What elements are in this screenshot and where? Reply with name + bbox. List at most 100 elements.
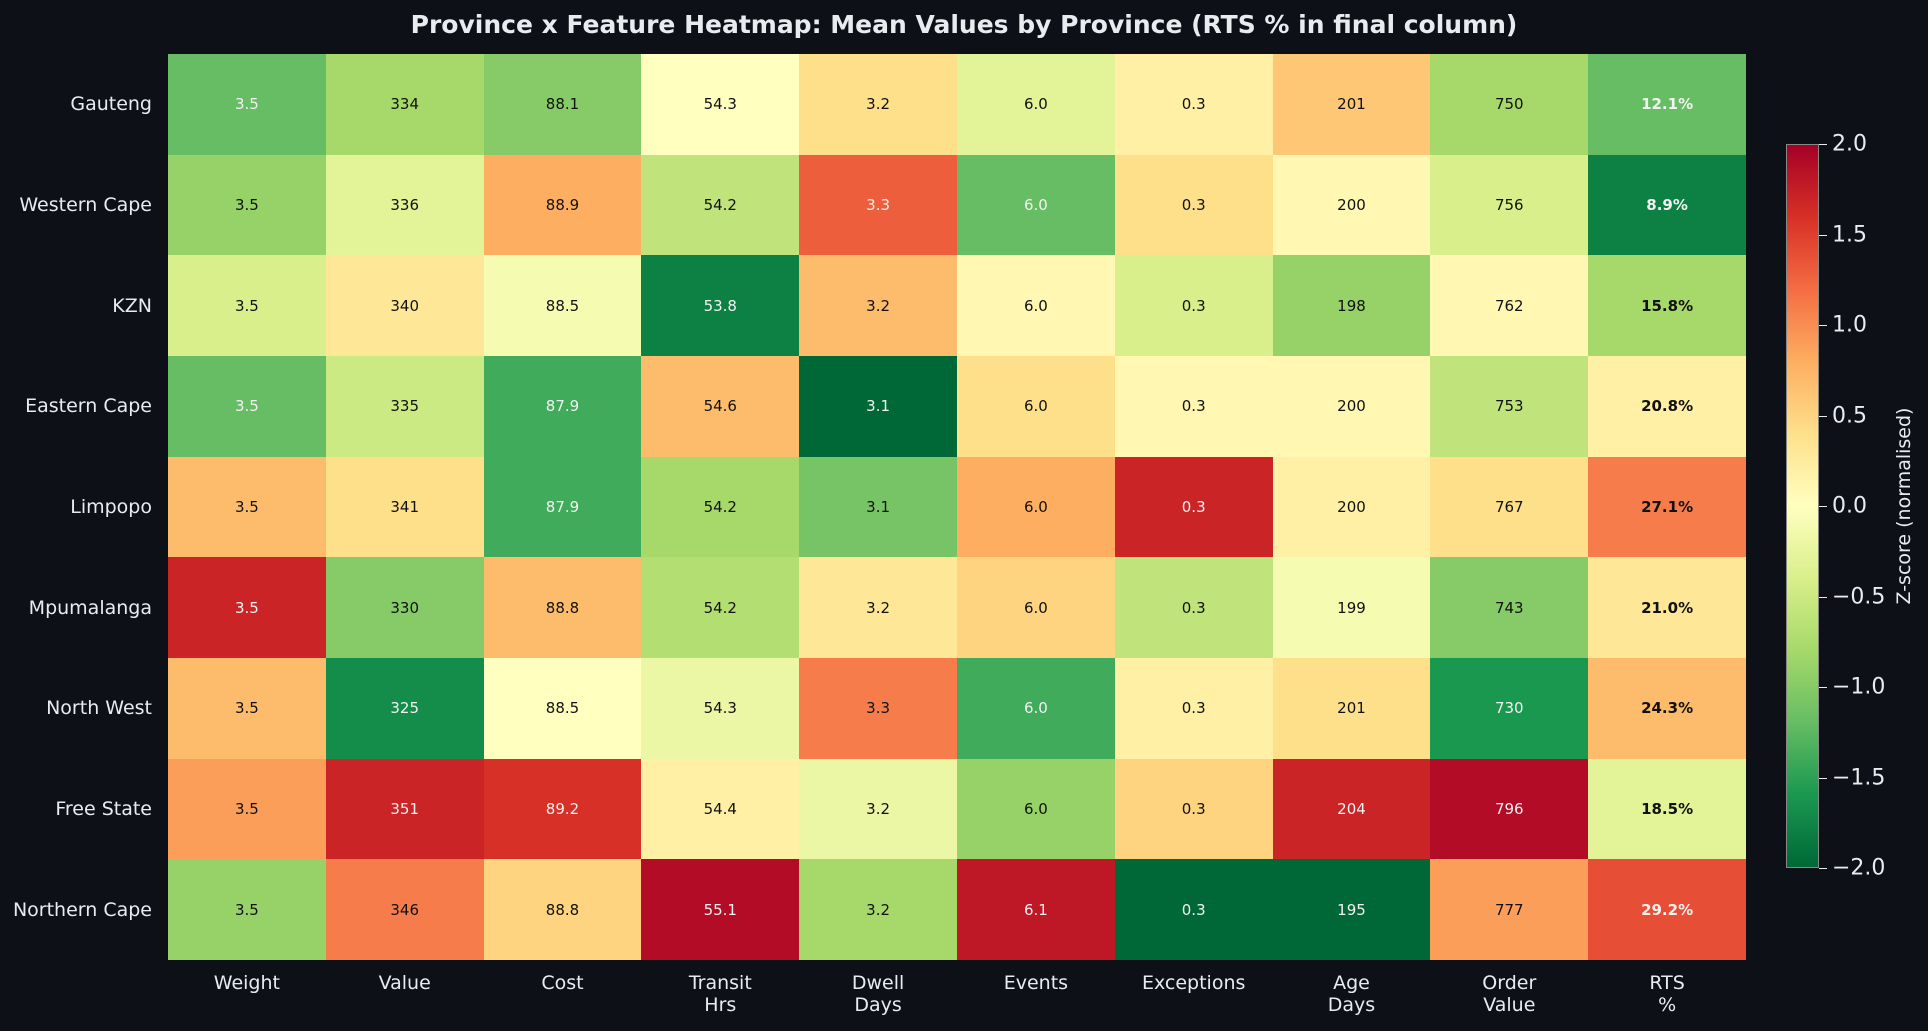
heatmap-cell: 6.0 — [957, 758, 1115, 860]
heatmap-cell: 750 — [1430, 54, 1589, 155]
colorbar — [1786, 144, 1819, 868]
heatmap-cell: 0.3 — [1114, 456, 1273, 558]
heatmap-cell: 89.2 — [483, 758, 642, 860]
heatmap-cell: 88.8 — [483, 557, 642, 658]
heatmap-cell: 54.2 — [641, 557, 800, 658]
colorbar-tick-mark — [1819, 144, 1827, 145]
heatmap-cell: 54.4 — [641, 758, 800, 860]
heatmap-cell: 54.3 — [641, 657, 800, 759]
column-label-line: Weight — [213, 972, 280, 994]
column-label-line: Value — [1483, 994, 1536, 1016]
heatmap-cell: 0.3 — [1114, 657, 1273, 759]
column-label: Transit Hrs — [642, 972, 799, 1016]
column-label: Age Days — [1273, 972, 1430, 1016]
heatmap-cell: 87.9 — [483, 355, 642, 457]
row-label: Limpopo — [70, 496, 152, 518]
column-label: Weight — [168, 972, 325, 994]
colorbar-tick-mark — [1819, 415, 1827, 417]
heatmap-cell: 200 — [1272, 456, 1431, 558]
column-label: Cost — [484, 972, 641, 994]
heatmap-cell: 3.5 — [168, 54, 326, 155]
colorbar-tick-label: −1.5 — [1832, 765, 1886, 790]
heatmap-cell: 3.5 — [168, 657, 326, 759]
heatmap-cell: 335 — [325, 355, 484, 457]
column-label: Events — [957, 972, 1114, 994]
row-label: Mpumalanga — [28, 596, 152, 619]
heatmap-cell: 336 — [325, 154, 484, 256]
heatmap-cell: 777 — [1430, 859, 1589, 960]
heatmap-cell: 3.2 — [799, 859, 957, 960]
heatmap-cell: 762 — [1430, 255, 1589, 356]
row-label: Gauteng — [70, 93, 152, 116]
heatmap-cell: 3.2 — [799, 255, 957, 356]
row-label: Eastern Cape — [25, 395, 152, 418]
heatmap-cell: 204 — [1272, 758, 1431, 860]
heatmap-cell: 3.5 — [168, 355, 326, 457]
colorbar-tick-label: −1.0 — [1832, 674, 1886, 700]
heatmap-cell: 198 — [1272, 255, 1431, 356]
heatmap-cell: 6.0 — [957, 355, 1115, 457]
heatmap-cell: 18.5% — [1588, 758, 1746, 860]
heatmap-cell: 3.1 — [799, 456, 957, 558]
colorbar-tick-mark — [1819, 868, 1827, 869]
heatmap-cell: 340 — [325, 255, 484, 356]
column-label: Dwell Days — [800, 972, 957, 1016]
colorbar-tick-mark — [1819, 596, 1827, 598]
heatmap-cell: 54.3 — [641, 54, 800, 155]
colorbar-tick-label: 1.5 — [1832, 222, 1867, 247]
column-label: Value — [326, 972, 483, 994]
heatmap-cell: 0.3 — [1114, 154, 1273, 256]
heatmap-cell: 3.5 — [168, 758, 326, 860]
heatmap-cell: 0.3 — [1114, 54, 1273, 155]
heatmap-cell: 88.8 — [483, 859, 642, 960]
heatmap-cell: 88.1 — [483, 54, 642, 155]
heatmap-cell: 756 — [1430, 154, 1589, 256]
column-label-line: Value — [378, 972, 431, 994]
heatmap-cell: 6.0 — [957, 154, 1115, 256]
colorbar-tick-mark — [1819, 687, 1827, 688]
heatmap-cell: 6.0 — [957, 657, 1115, 759]
column-label-line: Days — [1327, 994, 1376, 1016]
heatmap-cell: 3.3 — [799, 657, 957, 759]
colorbar-tick-label: 2.0 — [1832, 131, 1867, 157]
heatmap-cell: 6.0 — [957, 54, 1115, 155]
colorbar-tick-label: −0.5 — [1832, 584, 1886, 609]
column-label: RTS% — [1589, 972, 1746, 1016]
column-label: Order Value — [1431, 972, 1588, 1016]
heatmap-cell: 3.3 — [799, 154, 957, 256]
column-label: Exceptions — [1115, 972, 1272, 994]
heatmap-cell: 0.3 — [1114, 355, 1273, 457]
heatmap-cell: 3.2 — [799, 54, 957, 155]
heatmap-cell: 0.3 — [1114, 255, 1273, 356]
heatmap-cell: 341 — [325, 456, 484, 558]
heatmap-cell: 3.5 — [168, 859, 326, 960]
heatmap-cell: 201 — [1272, 54, 1431, 155]
heatmap-cell: 54.2 — [641, 456, 800, 558]
heatmap-cell: 8.9% — [1588, 154, 1746, 256]
row-label: Free State — [55, 798, 152, 820]
column-label-line: Order — [1482, 972, 1537, 994]
heatmap-cell: 87.9 — [483, 456, 642, 558]
heatmap-cell: 29.2% — [1588, 859, 1746, 960]
colorbar-tick-label: 0.0 — [1832, 493, 1867, 519]
row-label: Northern Cape — [12, 898, 152, 921]
heatmap-cell: 88.9 — [483, 154, 642, 256]
colorbar-tick-label: −2.0 — [1832, 855, 1886, 881]
colorbar-tick-mark — [1819, 325, 1827, 326]
column-label-line: RTS — [1649, 972, 1685, 994]
heatmap-cell: 325 — [325, 657, 484, 759]
column-label-line: Transit — [688, 972, 752, 994]
heatmap-cell: 753 — [1430, 355, 1589, 457]
heatmap-grid: 3.5 334 88.1 54.3 3.2 6.0 0.3 201 750 12.1% 3.5 336… — [168, 54, 1746, 960]
heatmap-cell: 88.5 — [483, 657, 642, 759]
heatmap-cell: 88.5 — [483, 255, 642, 356]
column-label-line: Age — [1333, 972, 1370, 994]
heatmap-cell: 27.1% — [1588, 456, 1746, 558]
heatmap-cell: 199 — [1272, 557, 1431, 658]
column-label-line: Days — [854, 994, 902, 1016]
heatmap-cell: 6.0 — [957, 255, 1115, 356]
heatmap-cell: 53.8 — [641, 255, 800, 356]
heatmap-cell: 200 — [1272, 355, 1431, 457]
heatmap-cell: 6.1 — [957, 859, 1115, 960]
heatmap-cell: 351 — [325, 758, 484, 860]
